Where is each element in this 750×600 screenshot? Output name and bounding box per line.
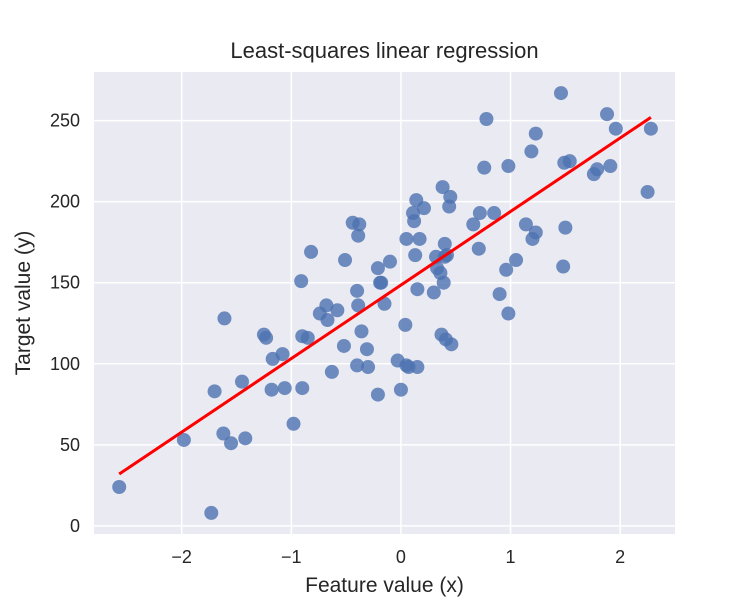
data-point: [407, 214, 422, 229]
data-point: [487, 206, 502, 221]
data-point: [336, 338, 351, 353]
data-point: [435, 180, 450, 195]
data-point: [608, 121, 623, 136]
data-point: [524, 144, 539, 159]
data-point: [518, 217, 533, 232]
data-point: [558, 220, 573, 235]
y-tick-label: 150: [50, 273, 80, 293]
chart-title: Least-squares linear regression: [230, 38, 538, 63]
x-tick-labels: −2 −1 0 1 2: [171, 547, 625, 567]
data-point: [492, 287, 507, 302]
x-tick-label: 2: [615, 547, 625, 567]
data-point: [643, 121, 658, 136]
data-point: [499, 262, 514, 277]
data-point: [204, 505, 219, 520]
regression-line: [118, 116, 652, 476]
data-point: [410, 282, 425, 297]
data-point: [351, 298, 366, 313]
y-tick-label: 200: [50, 192, 80, 212]
data-point: [410, 360, 425, 375]
x-axis-label: Feature value (x): [305, 574, 464, 597]
data-point: [443, 189, 458, 204]
data-point: [238, 431, 253, 446]
data-point: [562, 154, 577, 169]
data-point: [295, 381, 310, 396]
data-point: [472, 206, 487, 221]
data-point: [300, 330, 315, 345]
data-point: [528, 225, 543, 240]
data-point: [590, 162, 605, 177]
data-point: [553, 86, 568, 101]
data-point: [436, 275, 451, 290]
data-point: [408, 248, 423, 263]
x-tick-label: −2: [171, 547, 192, 567]
y-tick-label: 100: [50, 354, 80, 374]
data-point: [374, 275, 389, 290]
data-point: [370, 261, 385, 276]
x-tick-label: 1: [506, 547, 516, 567]
grid-lines: [94, 72, 675, 534]
y-tick-label: 250: [50, 111, 80, 131]
data-point: [501, 306, 516, 321]
data-point: [426, 285, 441, 300]
y-tick-label: 50: [60, 435, 80, 455]
data-point: [479, 112, 494, 127]
data-point: [361, 360, 376, 375]
data-point: [398, 317, 413, 332]
data-point: [112, 479, 127, 494]
data-point: [600, 107, 615, 122]
data-point: [286, 416, 301, 431]
data-point: [217, 311, 232, 326]
data-point: [350, 283, 365, 298]
data-point: [354, 324, 369, 339]
data-point: [207, 384, 222, 399]
data-point: [437, 236, 452, 251]
data-point: [444, 337, 459, 352]
y-tick-label: 0: [70, 516, 80, 536]
data-point: [277, 381, 292, 396]
data-point: [466, 217, 481, 232]
data-point: [412, 231, 427, 246]
data-point: [350, 358, 365, 373]
data-point: [399, 231, 414, 246]
y-tick-labels: 0 50 100 150 200 250: [50, 111, 80, 536]
data-point: [338, 253, 353, 268]
data-point: [275, 347, 290, 362]
data-point: [320, 313, 335, 328]
data-point: [528, 126, 543, 141]
data-point: [640, 184, 655, 199]
data-point: [259, 330, 274, 345]
data-point: [393, 382, 408, 397]
data-point: [416, 201, 431, 216]
data-point: [176, 432, 191, 447]
data-point: [359, 342, 374, 357]
data-point: [304, 244, 319, 259]
x-tick-label: 0: [396, 547, 406, 567]
data-point: [603, 159, 618, 174]
regression-line-group: [118, 116, 652, 476]
data-point: [351, 228, 366, 243]
data-point: [377, 296, 392, 311]
data-point: [471, 241, 486, 256]
data-point: [556, 259, 571, 274]
data-point: [264, 382, 279, 397]
y-axis-label: Target value (y): [12, 231, 35, 376]
data-point: [477, 160, 492, 175]
data-point: [216, 426, 231, 441]
data-point: [294, 274, 309, 289]
data-point: [319, 298, 334, 313]
data-point: [324, 364, 339, 379]
data-point: [509, 253, 524, 268]
data-point: [224, 436, 239, 451]
data-point: [234, 374, 249, 389]
data-point: [501, 159, 516, 174]
data-point: [352, 217, 367, 232]
data-point: [370, 387, 385, 402]
x-tick-label: −1: [281, 547, 302, 567]
data-point: [330, 303, 345, 318]
data-point: [382, 254, 397, 269]
